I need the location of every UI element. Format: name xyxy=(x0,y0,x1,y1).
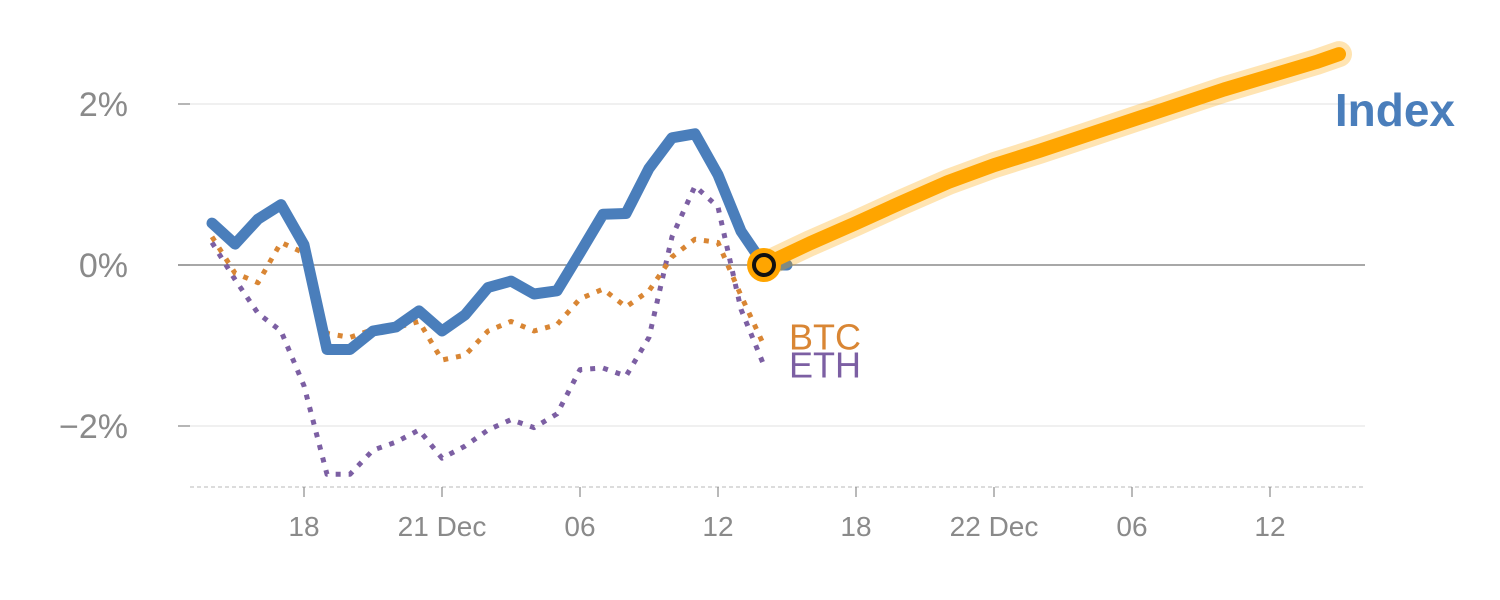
x-tick-label: 12 xyxy=(702,511,733,542)
x-tick-label: 21 Dec xyxy=(398,511,487,542)
x-tick-label: 06 xyxy=(1116,511,1147,542)
y-tick-label: −2% xyxy=(59,408,128,446)
y-tick-label: 0% xyxy=(79,247,128,285)
x-tick-label: 18 xyxy=(840,511,871,542)
eth-line xyxy=(209,183,767,477)
projection xyxy=(747,41,1352,282)
current-point-marker xyxy=(752,253,776,277)
y-tick-label: 2% xyxy=(79,86,128,124)
projection-line xyxy=(757,47,1346,272)
series-labels: Index BTC ETH xyxy=(789,84,1455,386)
eth-series-label: ETH xyxy=(789,345,861,386)
axes: 2% 0% −2% 18 21 Dec 06 12 18 22 Dec 06 12 xyxy=(59,86,1365,542)
x-tick-label: 06 xyxy=(564,511,595,542)
series-lines xyxy=(206,128,793,477)
index-line xyxy=(206,128,793,355)
x-tick-label: 22 Dec xyxy=(950,511,1039,542)
x-tick-label: 18 xyxy=(288,511,319,542)
btc-series-label: BTC xyxy=(789,316,861,357)
btc-line xyxy=(209,235,767,363)
x-tick-label: 12 xyxy=(1254,511,1285,542)
index-series-label: Index xyxy=(1335,84,1456,136)
